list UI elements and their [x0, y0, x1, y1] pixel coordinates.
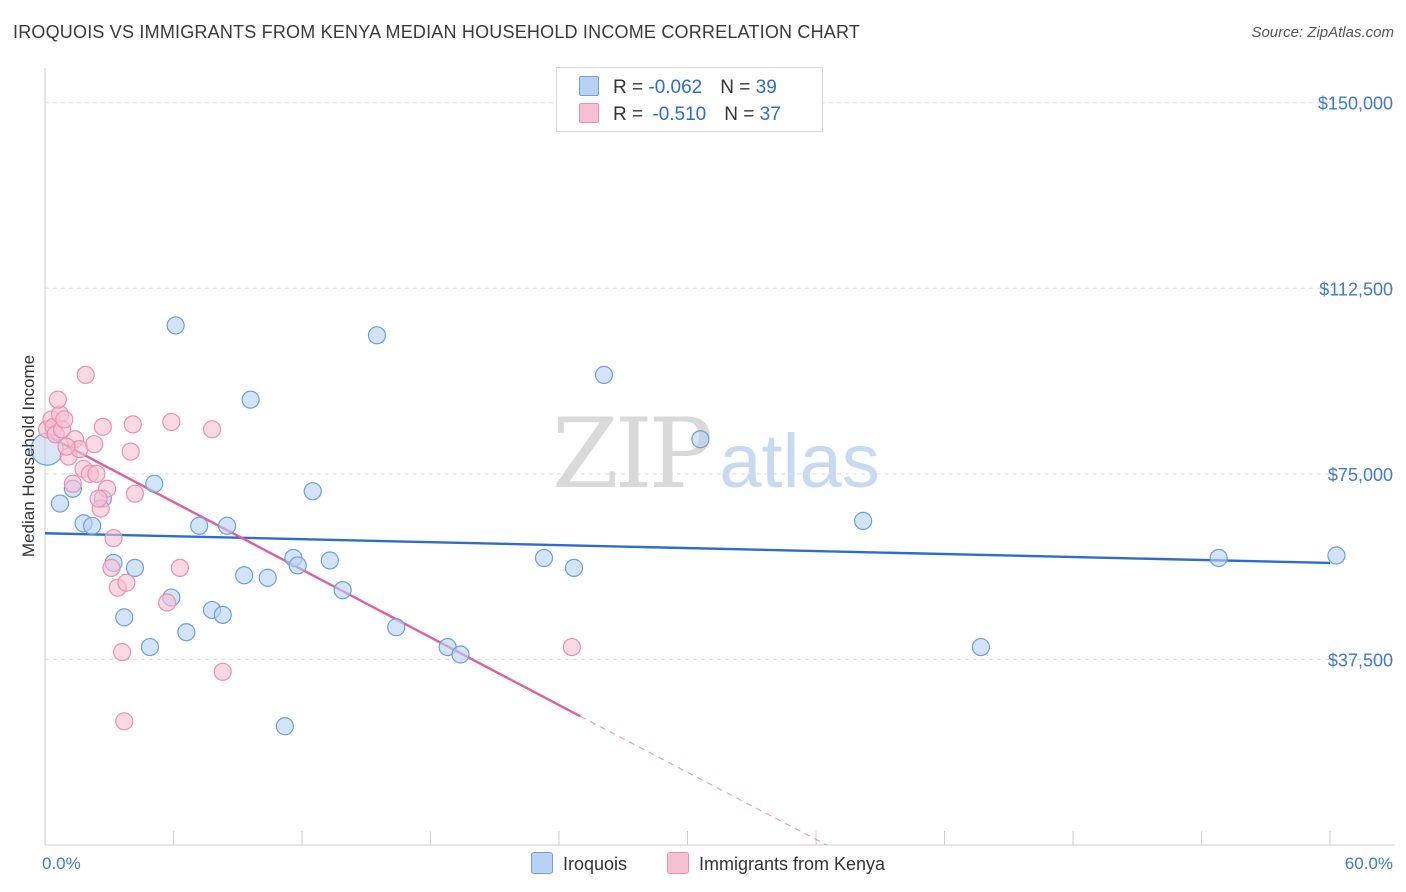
kenya-swatch: [579, 103, 599, 123]
kenya-point: [104, 529, 123, 548]
iroquois-point: [1209, 548, 1228, 568]
kenya-legend-swatch: [667, 852, 689, 874]
data-points: [30, 316, 1346, 736]
iroquois-point: [387, 618, 406, 637]
kenya-point: [112, 642, 132, 662]
kenya-point: [87, 464, 106, 483]
kenya-point: [121, 442, 140, 461]
iroquois-point: [213, 605, 232, 625]
kenya-point: [123, 415, 142, 434]
iroquois-point: [534, 548, 554, 568]
kenya-point: [157, 593, 177, 612]
kenya-point: [63, 474, 82, 493]
iroquois-point: [854, 511, 873, 530]
iroquois-point: [1327, 546, 1346, 565]
legend-n-value: 37: [759, 104, 781, 125]
iroquois-legend-swatch: [531, 852, 553, 874]
legend-row-kenya: R = -0.510 N = 37: [579, 103, 781, 126]
watermark-zip: ZIP: [552, 398, 713, 510]
kenya-point: [89, 489, 108, 508]
iroquois-point: [275, 717, 294, 736]
iroquois-point: [320, 551, 339, 570]
iroquois-point: [258, 568, 277, 587]
iroquois-point: [691, 430, 710, 449]
kenya-point: [170, 558, 190, 577]
kenya-point: [76, 365, 95, 385]
kenya-point: [57, 437, 76, 456]
kenya-trend-extension: [580, 715, 827, 846]
kenya-legend-label: Immigrants from Kenya: [699, 854, 886, 874]
kenya-point: [93, 417, 112, 436]
iroquois-point: [288, 556, 307, 575]
kenya-point: [562, 637, 581, 657]
legend-r-label: R =: [613, 77, 649, 98]
y-tick-label: $150,000: [1318, 94, 1393, 114]
watermark-atlas: atlas: [719, 419, 880, 504]
axes: [44, 68, 1395, 846]
iroquois-point: [241, 390, 260, 409]
iroquois-point: [367, 326, 387, 345]
x-tick-label-min: 0.0%: [42, 854, 81, 873]
kenya-point: [125, 484, 145, 503]
legend-n-value: 39: [755, 77, 777, 98]
iroquois-point: [166, 316, 185, 335]
kenya-trend-line: [44, 433, 581, 718]
iroquois-point: [190, 516, 209, 535]
zipatlas-watermark: ZIP atlas: [552, 398, 880, 510]
kenya-point: [85, 435, 104, 454]
kenya-point: [55, 410, 74, 429]
y-tick-label: $112,500: [1319, 279, 1393, 299]
iroquois-point: [83, 516, 102, 535]
iroquois-point: [217, 516, 237, 535]
iroquois-point: [235, 566, 254, 585]
iroquois-point: [971, 637, 991, 657]
iroquois-point: [303, 482, 322, 501]
bottom-legend-kenya: Immigrants from Kenya: [667, 852, 885, 875]
legend-r-value: -0.510: [652, 104, 707, 125]
chart-title: IROQUOIS VS IMMIGRANTS FROM KENYA MEDIAN…: [13, 22, 861, 42]
kenya-point: [48, 390, 67, 409]
iroquois-point: [564, 558, 584, 577]
iroquois-point: [140, 637, 160, 657]
kenya-point: [213, 662, 232, 681]
trend-lines: [44, 433, 1331, 846]
iroquois-legend-label: Iroquois: [563, 854, 628, 874]
legend-row-iroquois: R = -0.062 N = 39: [579, 76, 777, 99]
iroquois-point: [333, 581, 352, 600]
kenya-point: [202, 420, 222, 439]
iroquois-trend-line: [44, 532, 1331, 565]
iroquois-point: [125, 558, 145, 577]
x-tick-label-max: 60.0%: [1345, 854, 1393, 873]
iroquois-swatch: [579, 76, 599, 96]
y-tick-label: $37,500: [1328, 650, 1393, 670]
legend-n-label: N =: [720, 77, 756, 98]
kenya-point: [102, 558, 121, 577]
bottom-legend-iroquois: Iroquois: [531, 852, 627, 875]
iroquois-point: [594, 365, 614, 385]
axis-labels: $37,500 $75,000 $112,500 $150,000 0.0% 60.0% M…: [19, 94, 1393, 873]
legend-n-label: N =: [724, 104, 760, 125]
legend-r-value: -0.062: [648, 77, 703, 98]
kenya-point: [117, 573, 136, 592]
kenya-point: [115, 712, 134, 731]
correlation-legend: R = -0.062 N = 39 R = -0.510 N = 37: [556, 67, 823, 132]
iroquois-point: [177, 623, 196, 642]
source-label: Source: ZipAtlas.com: [1251, 24, 1394, 41]
iroquois-point: [50, 494, 70, 513]
iroquois-point: [115, 608, 134, 627]
y-axis-title: Median Household Income: [19, 355, 38, 557]
iroquois-point: [145, 474, 164, 493]
y-tick-label: $75,000: [1328, 465, 1393, 485]
legend-r-label: R =: [613, 104, 649, 125]
iroquois-point: [451, 645, 470, 664]
kenya-point: [162, 412, 181, 432]
